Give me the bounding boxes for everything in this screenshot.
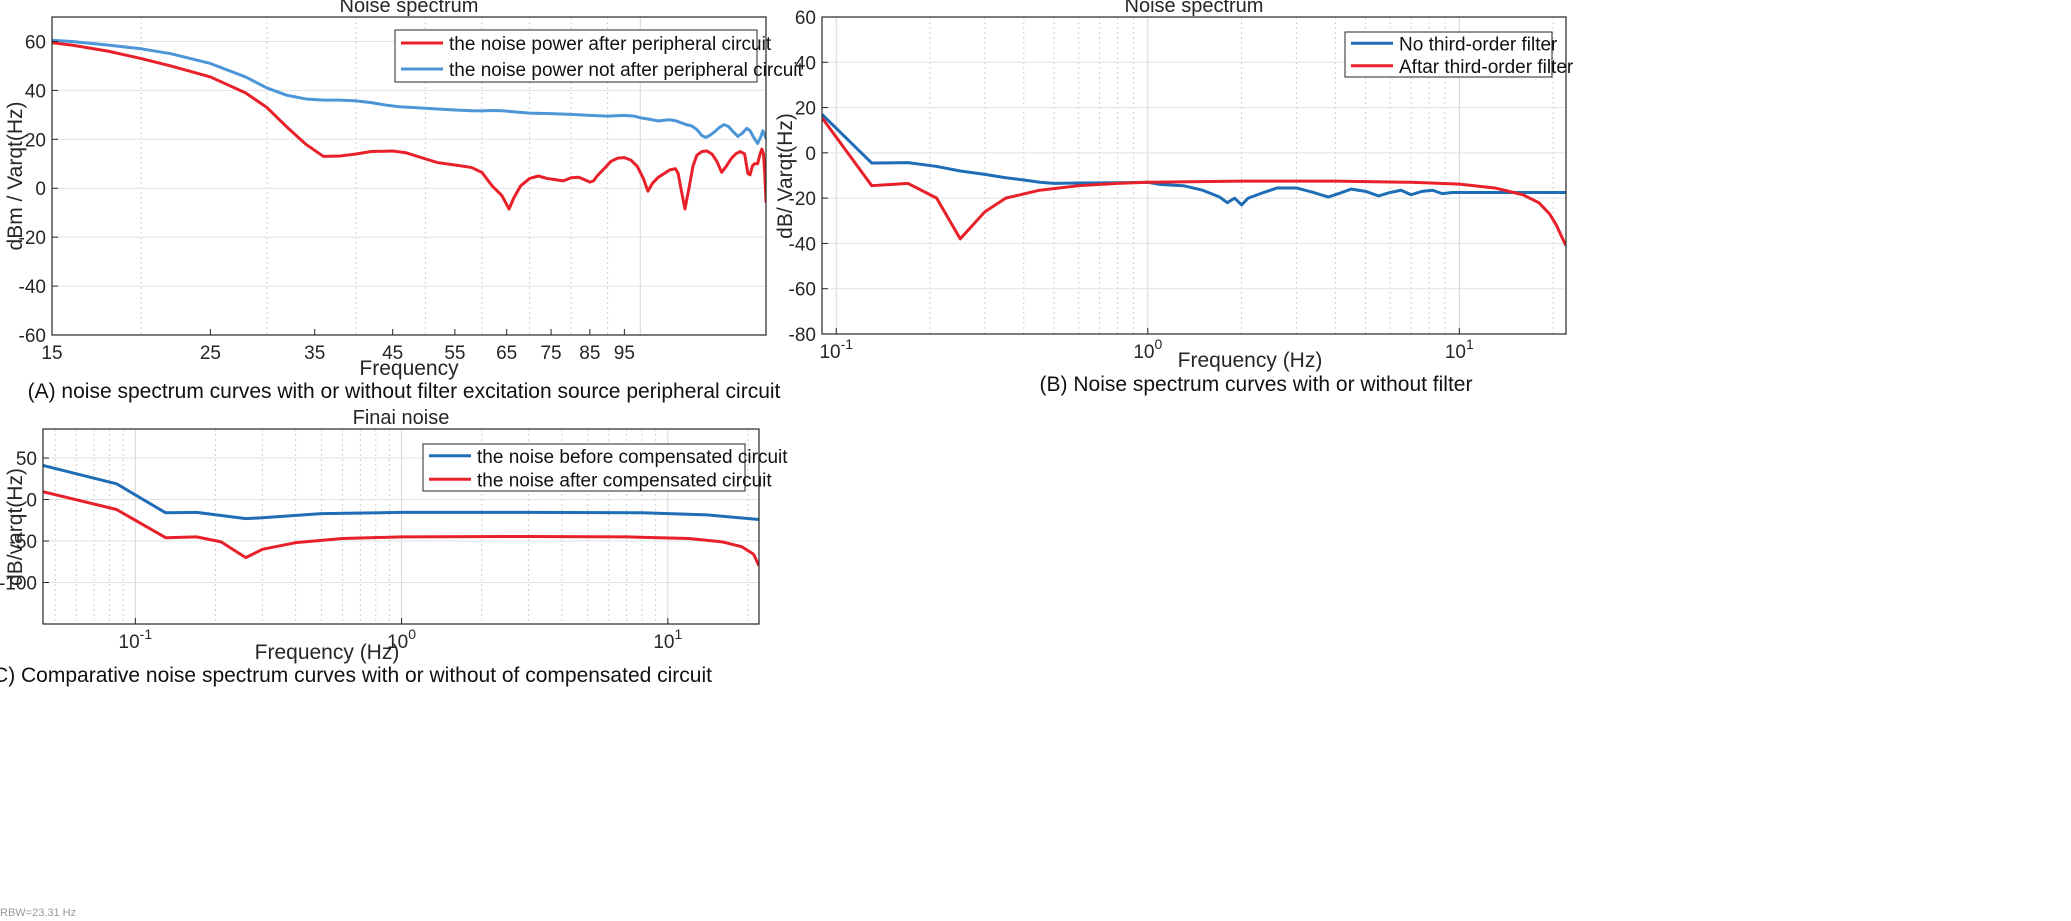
chart-title-a: Noise spectrum bbox=[340, 0, 479, 17]
series-line-b-0 bbox=[822, 113, 1566, 207]
series-line-b-1 bbox=[822, 116, 1566, 247]
y-axis-label-c: dB/varqt(Hz) bbox=[4, 468, 27, 586]
y-tick-label-a: 40 bbox=[25, 81, 46, 102]
x-tick-label-a: 95 bbox=[614, 343, 635, 364]
x-tick-label-a: 35 bbox=[304, 343, 325, 364]
x-tick-label-a: 85 bbox=[579, 343, 600, 364]
caption-a: (A) noise spectrum curves with or withou… bbox=[28, 380, 781, 403]
x-tick-label-b: 101 bbox=[1445, 336, 1474, 363]
y-axis-label-b: dB/ Varqt(Hz) bbox=[774, 113, 797, 239]
y-tick-label-a: -40 bbox=[19, 277, 46, 298]
x-tick-label-b: 10-1 bbox=[819, 336, 853, 363]
y-tick-label-b: 60 bbox=[795, 8, 816, 29]
rbw-label: RBW=23.31 Hz bbox=[0, 907, 76, 919]
x-tick-label-c: 10-1 bbox=[119, 626, 153, 653]
x-tick-label-b: 100 bbox=[1133, 336, 1162, 363]
x-tick-label-a: 75 bbox=[540, 343, 561, 364]
legend-label-c-1: the noise after compensated circuit bbox=[477, 470, 772, 491]
y-tick-label-c: -100 bbox=[0, 574, 37, 595]
legend-a: the noise power after peripheral circuit… bbox=[394, 29, 804, 83]
x-tick-label-a: 45 bbox=[382, 343, 403, 364]
y-tick-label-b: 20 bbox=[795, 99, 816, 120]
y-tick-label-b: -40 bbox=[789, 234, 816, 255]
series-line-a-0 bbox=[52, 41, 766, 211]
x-axis-label-b: Frequency (Hz) bbox=[1178, 349, 1323, 372]
x-tick-label-c: 101 bbox=[653, 626, 682, 653]
series-line-a-1 bbox=[52, 38, 766, 145]
legend-label-a-0: the noise power after peripheral circuit bbox=[449, 34, 772, 55]
legend-label-c-0: the noise before compensated circuit bbox=[477, 447, 788, 468]
x-axis-label-c: Frequency (Hz) bbox=[255, 641, 400, 664]
y-tick-label-b: -20 bbox=[789, 189, 816, 210]
chart-title-c: Finai noise bbox=[353, 407, 450, 429]
y-tick-label-b: 0 bbox=[805, 144, 816, 165]
x-tick-label-a: 15 bbox=[41, 343, 62, 364]
y-tick-label-b: 40 bbox=[795, 53, 816, 74]
caption-b: (B) Noise spectrum curves with or withou… bbox=[1040, 373, 1473, 396]
y-tick-label-a: -20 bbox=[19, 228, 46, 249]
y-tick-label-b: -80 bbox=[789, 325, 816, 346]
x-tick-label-a: 55 bbox=[444, 343, 465, 364]
series-line-c-1 bbox=[43, 490, 759, 567]
x-tick-label-c: 100 bbox=[387, 626, 416, 653]
legend-label-a-1: the noise power not after peripheral cir… bbox=[449, 60, 804, 81]
grid-c bbox=[43, 429, 759, 624]
y-tick-label-a: 0 bbox=[35, 179, 46, 200]
y-tick-label-b: -60 bbox=[789, 280, 816, 301]
y-axis-label-a: dBm / Varqt(Hz) bbox=[4, 102, 27, 251]
axes-box-c bbox=[42, 428, 760, 625]
y-tick-label-a: 20 bbox=[25, 130, 46, 151]
series-line-c-0 bbox=[43, 464, 759, 521]
axes-box-a bbox=[51, 16, 767, 336]
x-tick-label-a: 25 bbox=[200, 343, 221, 364]
chart-c: -100 -50 0 50 10-1 100 101 Finai noise Frequency… bbox=[0, 407, 788, 687]
legend-c: the noise before compensated circuitthe … bbox=[422, 443, 788, 492]
legend-label-b-0: No third-order filter bbox=[1399, 34, 1558, 55]
legend-label-b-1: Aftar third-order filter bbox=[1399, 57, 1574, 78]
y-tick-label-a: 60 bbox=[25, 32, 46, 53]
chart-title-b: Noise spectrum bbox=[1125, 0, 1264, 17]
caption-c: (C) Comparative noise spectrum curves wi… bbox=[0, 664, 712, 687]
chart-a: -60 -40 -20 0 20 40 60 15 25 35 45 55 65 75 85 95 Noise … bbox=[4, 0, 804, 403]
y-tick-label-c: 50 bbox=[16, 449, 37, 470]
y-tick-label-c: -50 bbox=[10, 532, 37, 553]
y-tick-label-c: 0 bbox=[26, 491, 37, 512]
y-tick-label-a: -60 bbox=[19, 326, 46, 347]
axes-box-b bbox=[821, 16, 1567, 335]
chart-b: -80 -60 -40 -20 0 20 40 60 10-1 100 101 Noise spect… bbox=[774, 0, 1574, 396]
x-tick-label-a: 65 bbox=[496, 343, 517, 364]
x-axis-label-a: Frequency bbox=[359, 357, 459, 380]
